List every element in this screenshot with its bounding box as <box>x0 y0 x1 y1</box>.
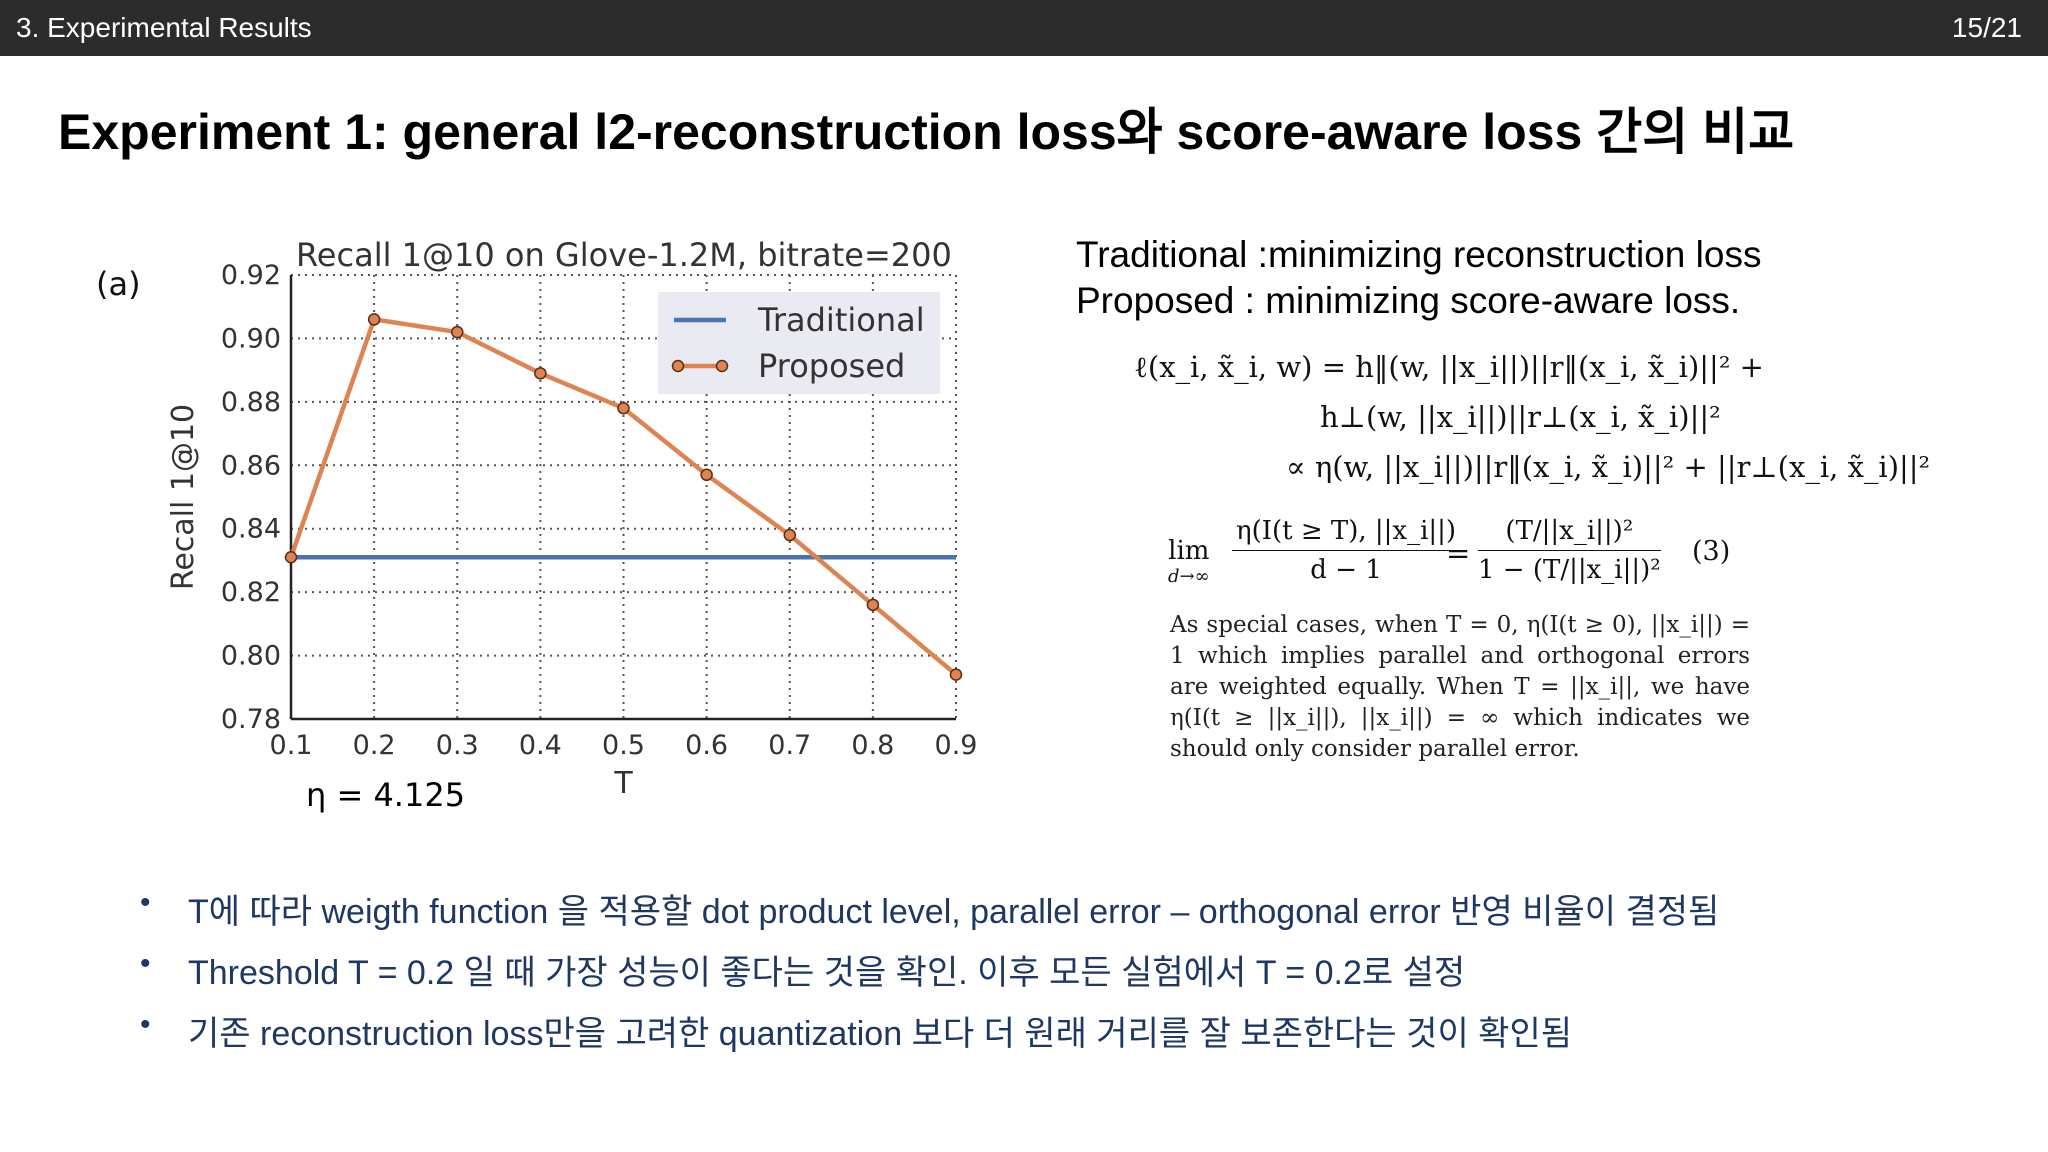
equation-number: (3) <box>1692 536 1731 567</box>
data-point-proposed <box>949 668 963 681</box>
section-title: 3. Experimental Results <box>16 12 312 43</box>
bullet-text: T에 따라 weigth function 을 적용할 dot product … <box>188 893 1720 931</box>
legend-marker <box>671 359 685 373</box>
x-tick-label: 0.2 <box>353 730 396 761</box>
limit-operator: lim d→∞ <box>1168 536 1210 587</box>
data-point-proposed <box>534 367 547 380</box>
data-point-proposed <box>284 551 298 564</box>
bullet-item: • 기존 reconstruction loss만을 고려한 quantizat… <box>140 1006 1940 1067</box>
fraction-right-numerator: (T/||x_i||)² <box>1478 516 1661 551</box>
x-tick-label: 0.3 <box>436 730 479 761</box>
bullet-dot: • <box>140 1008 151 1041</box>
bullet-dot: • <box>140 886 151 919</box>
bullet-item: • T에 따라 weigth function 을 적용할 dot produc… <box>140 884 1940 945</box>
y-tick-label: 0.88 <box>221 387 281 418</box>
equation-line-1: ℓ(x_i, x̃_i, w) = h‖(w, ||x_i||)||r‖(x_i… <box>1134 350 1764 384</box>
y-tick-label: 0.90 <box>221 323 281 354</box>
special-cases-paragraph: As special cases, when T = 0, η(I(t ≥ 0)… <box>1170 612 1750 762</box>
data-point-proposed <box>617 401 630 415</box>
fraction-right-denominator: 1 − (T/||x_i||)² <box>1478 555 1661 585</box>
traditional-definition: Traditional :minimizing reconstruction l… <box>1076 234 1762 275</box>
bullet-list: • T에 따라 weigth function 을 적용할 dot produc… <box>140 884 1940 1067</box>
x-tick-label: 0.6 <box>685 730 728 761</box>
legend-marker <box>715 359 729 373</box>
y-tick-label: 0.78 <box>221 704 281 735</box>
y-tick-label: 0.84 <box>221 514 281 545</box>
bullet-item: • Threshold T = 0.2 일 때 가장 성능이 좋다는 것을 확인… <box>140 945 1940 1006</box>
y-tick-label: 0.82 <box>221 577 281 608</box>
equation-line-2: h⊥(w, ||x_i||)||r⊥(x_i, x̃_i)||² <box>1320 400 1721 434</box>
data-point-proposed <box>783 528 796 542</box>
method-definitions: Traditional :minimizing reconstruction l… <box>1076 232 1761 324</box>
chart-title: Recall 1@10 on Glove-1.2M, bitrate=200 <box>296 236 952 274</box>
x-tick-label: 0.9 <box>935 730 978 761</box>
data-point-proposed <box>451 325 464 339</box>
limit-subscript: d→∞ <box>1168 566 1210 587</box>
data-point-proposed <box>700 468 713 482</box>
x-tick-label: 0.5 <box>602 730 645 761</box>
x-axis-label: T <box>613 766 633 801</box>
slide-title: Experiment 1: general l2-reconstruction … <box>58 104 1795 160</box>
data-point-proposed <box>866 598 880 612</box>
x-tick-label: 0.8 <box>851 730 894 761</box>
legend-box <box>658 292 940 394</box>
x-tick-label: 0.4 <box>519 730 562 761</box>
y-axis-label: Recall 1@10 <box>166 404 201 590</box>
fraction-left-numerator: η(I(t ≥ T), ||x_i||) <box>1232 516 1461 551</box>
proposed-definition: Proposed : minimizing score-aware loss. <box>1076 280 1741 321</box>
equals-sign: = <box>1446 536 1471 570</box>
fraction-left: η(I(t ≥ T), ||x_i||) d − 1 <box>1232 516 1461 585</box>
eta-note: η = 4.125 <box>306 776 466 814</box>
bullet-text: Threshold T = 0.2 일 때 가장 성능이 좋다는 것을 확인. … <box>188 954 1466 992</box>
equation-line-3: ∝ η(w, ||x_i||)||r‖(x_i, x̃_i)||² + ||r⊥… <box>1286 450 1931 484</box>
page-number: 15/21 <box>1951 12 2022 43</box>
legend-label: Traditional <box>757 301 925 339</box>
slide-header-bar: 3. Experimental Results 15/21 <box>0 0 2048 56</box>
limit-text: lim <box>1168 536 1210 566</box>
legend-label: Proposed <box>758 347 905 385</box>
x-tick-label: 0.7 <box>768 730 811 761</box>
y-tick-label: 0.80 <box>221 641 281 672</box>
bullet-dot: • <box>140 947 151 980</box>
y-tick-label: 0.92 <box>221 260 281 291</box>
x-tick-label: 0.1 <box>270 730 313 761</box>
fraction-left-denominator: d − 1 <box>1310 555 1382 585</box>
data-point-proposed <box>367 313 381 326</box>
panel-label: (a) <box>96 265 141 303</box>
bullet-text: 기존 reconstruction loss만을 고려한 quantizatio… <box>188 1015 1573 1053</box>
chart-svg: 0.78 0.80 0.82 0.84 0.86 0.88 0.90 0.92 0.1 0.2 0.… <box>96 236 978 801</box>
fraction-right: (T/||x_i||)² 1 − (T/||x_i||)² <box>1478 516 1661 585</box>
y-tick-label: 0.86 <box>221 450 281 481</box>
recall-chart: 0.78 0.80 0.82 0.84 0.86 0.88 0.90 0.92 0.1 0.2 0.… <box>80 222 1010 832</box>
